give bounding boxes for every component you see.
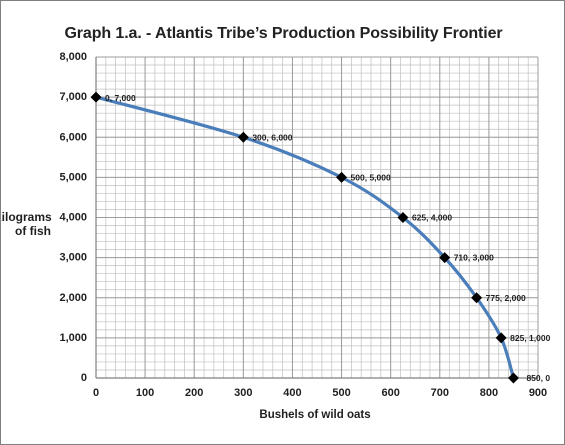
x-tick-label: 900	[529, 387, 547, 399]
x-tick-label: 300	[234, 387, 252, 399]
data-point-marker	[336, 171, 348, 183]
data-point-label: 775, 2,000	[486, 293, 526, 303]
y-axis-title: Kilograms of fish	[1, 210, 52, 238]
data-point-marker	[507, 372, 519, 384]
y-tick-label: 4,000	[59, 212, 87, 224]
data-point-marker	[90, 91, 102, 103]
y-tick-label: 7,000	[59, 91, 87, 103]
x-tick-label: 700	[431, 387, 449, 399]
data-point-label: 625, 4,000	[412, 213, 452, 223]
data-point-marker	[439, 252, 451, 264]
x-axis-title: Bushels of wild oats	[259, 409, 371, 421]
data-point-label: 0, 7,000	[105, 93, 136, 103]
y-tick-label: 1,000	[59, 332, 87, 344]
chart-title: Graph 1.a. - Atlantis Tribe’s Production…	[64, 25, 503, 42]
y-tick-label: 2,000	[59, 292, 87, 304]
y-tick-label: 3,000	[59, 252, 87, 264]
x-tick-label: 100	[136, 387, 154, 399]
data-point-marker	[495, 332, 507, 344]
data-point-marker	[397, 212, 409, 223]
data-point-label: 710, 3,000	[454, 253, 494, 263]
data-point-marker	[237, 131, 249, 143]
x-tick-label: 600	[381, 387, 399, 399]
data-point-label: 300, 6,000	[252, 132, 292, 142]
y-tick-label: 5,000	[59, 171, 87, 183]
y-tick-label: 0	[81, 372, 87, 384]
x-tick-label: 0	[93, 387, 99, 399]
y-tick-label: 6,000	[59, 131, 87, 143]
x-tick-label: 500	[332, 387, 350, 399]
data-point-label: 825, 1,000	[510, 333, 550, 343]
x-tick-label: 800	[480, 387, 498, 399]
data-point-label: 500, 5,000	[351, 172, 391, 182]
data-point-marker	[471, 292, 483, 304]
x-tick-label: 200	[185, 387, 203, 399]
y-tick-label: 8,000	[59, 51, 87, 63]
x-tick-label: 400	[283, 387, 301, 399]
production-possibility-curve	[94, 95, 516, 380]
data-point-label: 850, 0	[526, 373, 550, 383]
